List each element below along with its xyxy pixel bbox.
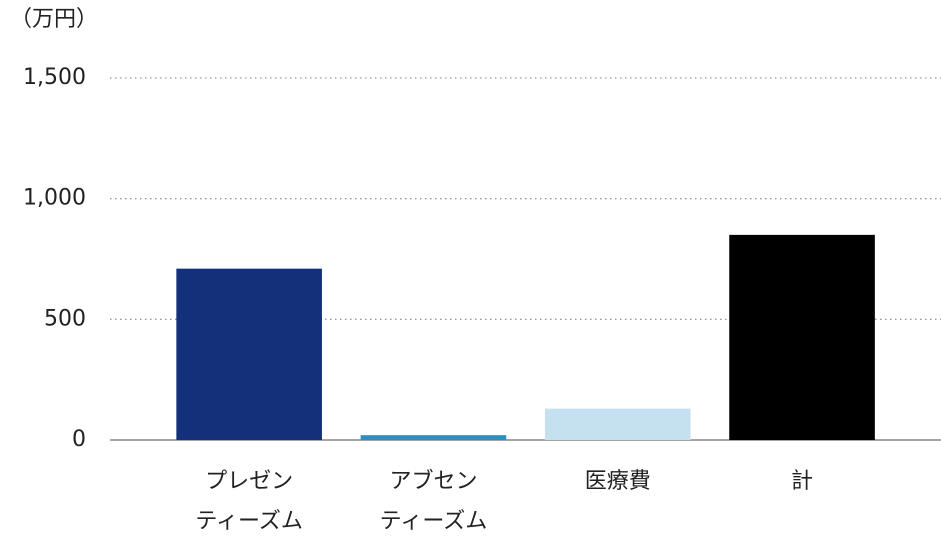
x-tick-label: プレゼン	[205, 469, 293, 494]
x-tick-label: ティーズム	[195, 509, 303, 534]
x-tick-label: 計	[791, 469, 813, 494]
bar	[176, 268, 322, 440]
y-tick-label: 0	[72, 427, 86, 452]
bar	[360, 435, 507, 440]
x-tick-label: アブセン	[389, 469, 477, 494]
y-tick-label: 1,000	[23, 186, 86, 211]
y-tick-label: 1,500	[23, 65, 86, 90]
x-tick-label: 医療費	[585, 469, 651, 494]
bar	[729, 234, 875, 440]
y-tick-label: 500	[44, 306, 86, 331]
unit-label: （万円）	[10, 7, 98, 32]
x-tick-label: ティーズム	[380, 509, 488, 534]
bar	[544, 408, 691, 440]
